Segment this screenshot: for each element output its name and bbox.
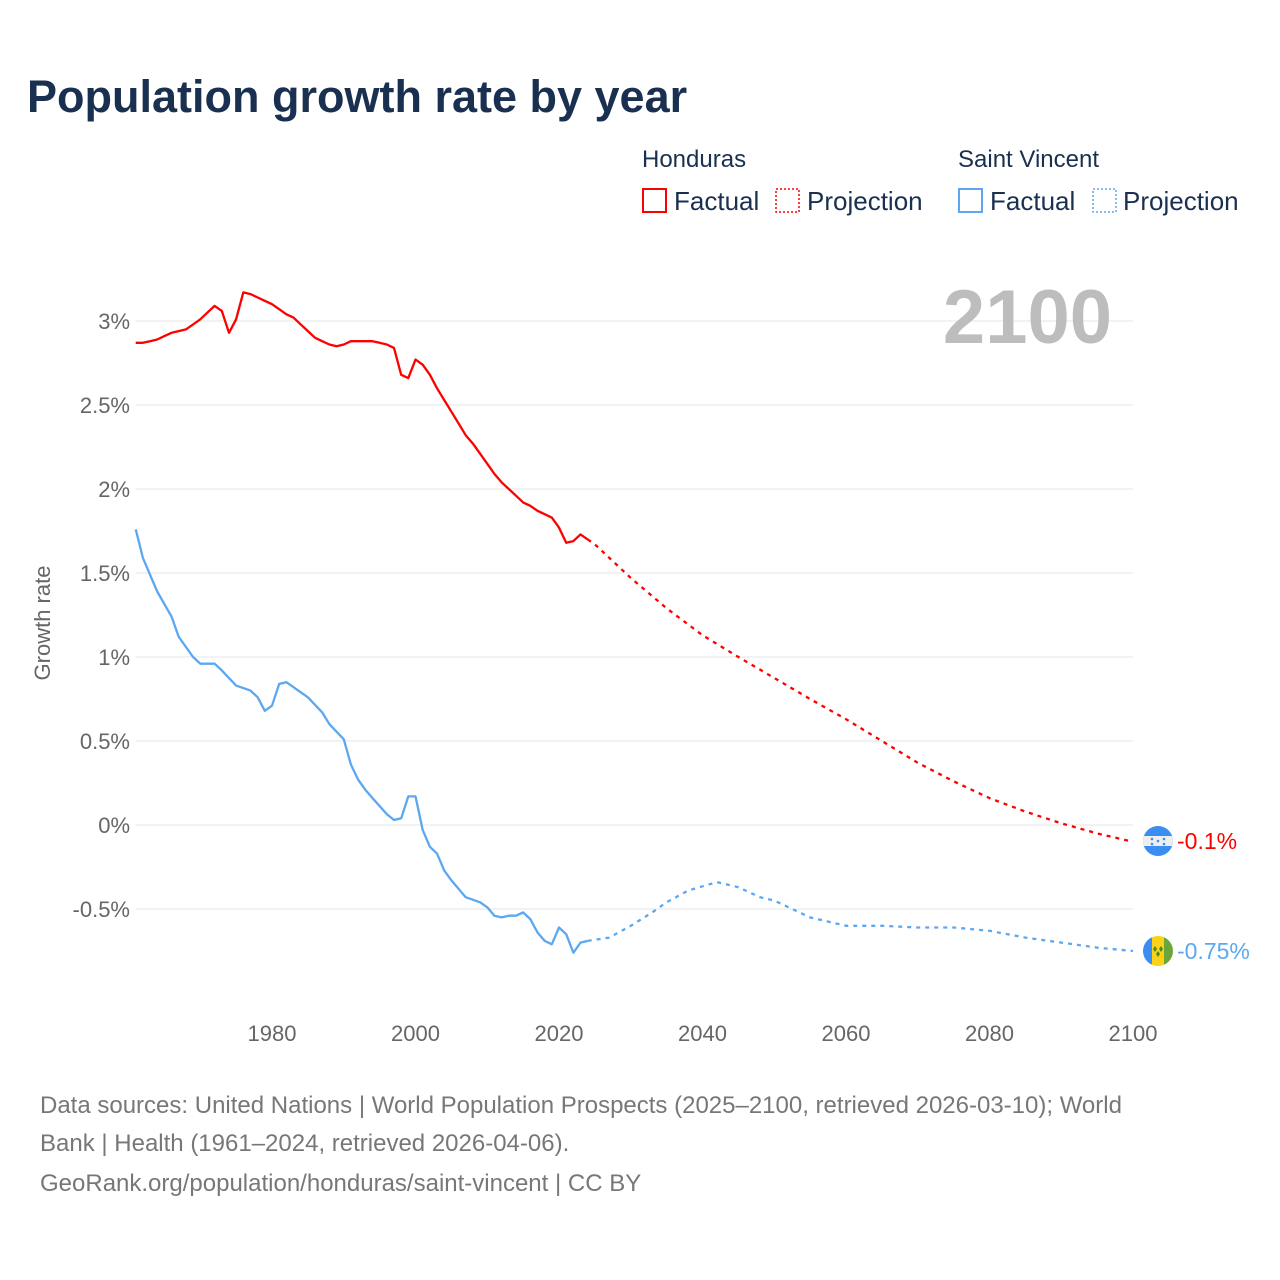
y-tick-label: 0.5% bbox=[80, 729, 130, 754]
legend-label-saint-vincent-factual[interactable]: Factual bbox=[990, 186, 1075, 216]
year-label: 2100 bbox=[943, 275, 1112, 360]
y-tick-label: 0% bbox=[98, 813, 130, 838]
y-tick-label: 2% bbox=[98, 477, 130, 502]
legend-group-saint-vincent: Saint Vincent bbox=[958, 146, 1099, 173]
series-lines bbox=[134, 291, 1134, 954]
saint-vincent-flag-icon bbox=[1143, 936, 1173, 966]
legend-swatch-saint-vincent-projection bbox=[1092, 188, 1117, 213]
x-tick-label: 2060 bbox=[822, 1021, 871, 1046]
legend-label-honduras-factual[interactable]: Factual bbox=[674, 186, 759, 216]
x-tick-label: 2040 bbox=[678, 1021, 727, 1046]
legend-swatch-honduras-factual bbox=[642, 188, 667, 213]
chart-title: Population growth rate by year bbox=[27, 71, 687, 122]
legend-label-saint-vincent-projection[interactable]: Projection bbox=[1123, 186, 1239, 216]
honduras-flag-icon bbox=[1143, 826, 1173, 856]
saint-vincent-factual-line bbox=[134, 529, 588, 954]
x-tick-label: 2080 bbox=[965, 1021, 1014, 1046]
y-axis-ticks: 3% 2.5% 2% 1.5% 1% 0.5% 0% -0.5% bbox=[73, 309, 130, 922]
gridlines bbox=[135, 320, 1133, 910]
x-tick-label: 2100 bbox=[1109, 1021, 1158, 1046]
legend-group-honduras: Honduras bbox=[642, 146, 746, 173]
saint-vincent-projection-line bbox=[587, 880, 1134, 953]
honduras-end-value: -0.1% bbox=[1177, 828, 1237, 854]
credit-link[interactable]: GeoRank.org/population/honduras/saint-vi… bbox=[40, 1170, 641, 1197]
y-tick-label: 1.5% bbox=[80, 561, 130, 586]
y-tick-label: 3% bbox=[98, 309, 130, 334]
x-tick-label: 2020 bbox=[535, 1021, 584, 1046]
legend-swatch-honduras-projection bbox=[775, 188, 800, 213]
saint-vincent-end-value: -0.75% bbox=[1177, 938, 1250, 964]
legend-label-honduras-projection[interactable]: Projection bbox=[807, 186, 923, 216]
y-tick-label: 1% bbox=[98, 645, 130, 670]
legend-swatch-saint-vincent-factual bbox=[958, 188, 983, 213]
source-line-1: Data sources: United Nations | World Pop… bbox=[40, 1092, 1122, 1119]
honduras-factual-line bbox=[135, 291, 589, 544]
y-tick-label: 2.5% bbox=[80, 393, 130, 418]
x-tick-label: 1980 bbox=[248, 1021, 297, 1046]
legend: Honduras Factual Projection Saint Vincen… bbox=[642, 146, 1239, 216]
x-axis-ticks: 1980 2000 2020 2040 2060 2080 2100 bbox=[248, 1021, 1158, 1046]
y-axis-label: Growth rate bbox=[30, 566, 55, 681]
y-tick-label: -0.5% bbox=[73, 897, 130, 922]
source-line-2: Bank | Health (1961–2024, retrieved 2026… bbox=[40, 1130, 569, 1157]
x-tick-label: 2000 bbox=[391, 1021, 440, 1046]
honduras-projection-line bbox=[587, 538, 1134, 843]
